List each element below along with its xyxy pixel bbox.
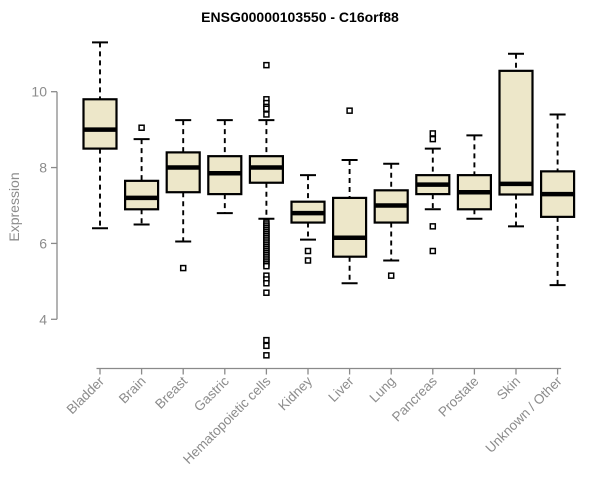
box-prostate [456, 134, 492, 220]
iqr-box [123, 179, 160, 211]
x-category-label-brain: Brain [116, 374, 149, 407]
outlier-point [263, 352, 270, 359]
x-category-label-liver: Liver [325, 373, 357, 405]
iqr-box [82, 98, 118, 150]
box-skin [498, 52, 534, 228]
x-category-label-breast: Breast [152, 373, 190, 411]
outlier-point [429, 223, 437, 230]
x-category-label-prostate: Prostate [435, 374, 481, 420]
box-breast [165, 119, 201, 272]
box-pancreas [415, 130, 451, 255]
box-liver [332, 107, 368, 285]
x-category-label-unknown-other: Unknown / Other [482, 373, 565, 456]
outlier-point [263, 262, 270, 270]
x-category-label-gastric: Gastric [191, 373, 232, 414]
outlier-point [429, 135, 437, 143]
box-bladder [82, 41, 118, 230]
outlier-point [346, 107, 353, 114]
box-unknown-other [539, 113, 576, 287]
box-kidney [290, 174, 326, 264]
outlier-point [263, 336, 270, 344]
outlier-point [429, 247, 437, 255]
outlier-point [263, 111, 270, 118]
outlier-point [263, 289, 270, 296]
box-hematopoietic-cells [248, 61, 284, 359]
y-tick-label: 10 [31, 84, 47, 100]
outlier-point [179, 264, 187, 272]
outlier-point [304, 247, 312, 255]
outlier-point [263, 279, 270, 287]
outlier-point [138, 124, 145, 131]
y-tick-label: 4 [39, 311, 47, 327]
outlier-point [304, 257, 312, 264]
x-category-label-lung: Lung [366, 374, 398, 406]
box-gastric [207, 119, 243, 215]
outlier-point [263, 342, 270, 350]
outlier-point [387, 272, 395, 279]
chart-title: ENSG00000103550 - C16orf88 [201, 9, 399, 25]
box-brain [123, 124, 160, 226]
outlier-point [429, 130, 437, 137]
x-category-label-bladder: Bladder [64, 373, 108, 417]
iqr-box [165, 151, 201, 194]
outlier-point [263, 61, 270, 69]
box-lung [373, 162, 409, 279]
iqr-box [332, 196, 368, 258]
x-category-label-pancreas: Pancreas [389, 373, 440, 424]
outlier-point [263, 105, 270, 113]
x-category-label-skin: Skin [494, 374, 523, 403]
x-category-label-kidney: Kidney [275, 373, 315, 413]
y-tick-label: 8 [39, 160, 47, 176]
iqr-box [498, 69, 534, 196]
y-tick-label: 6 [39, 235, 47, 251]
